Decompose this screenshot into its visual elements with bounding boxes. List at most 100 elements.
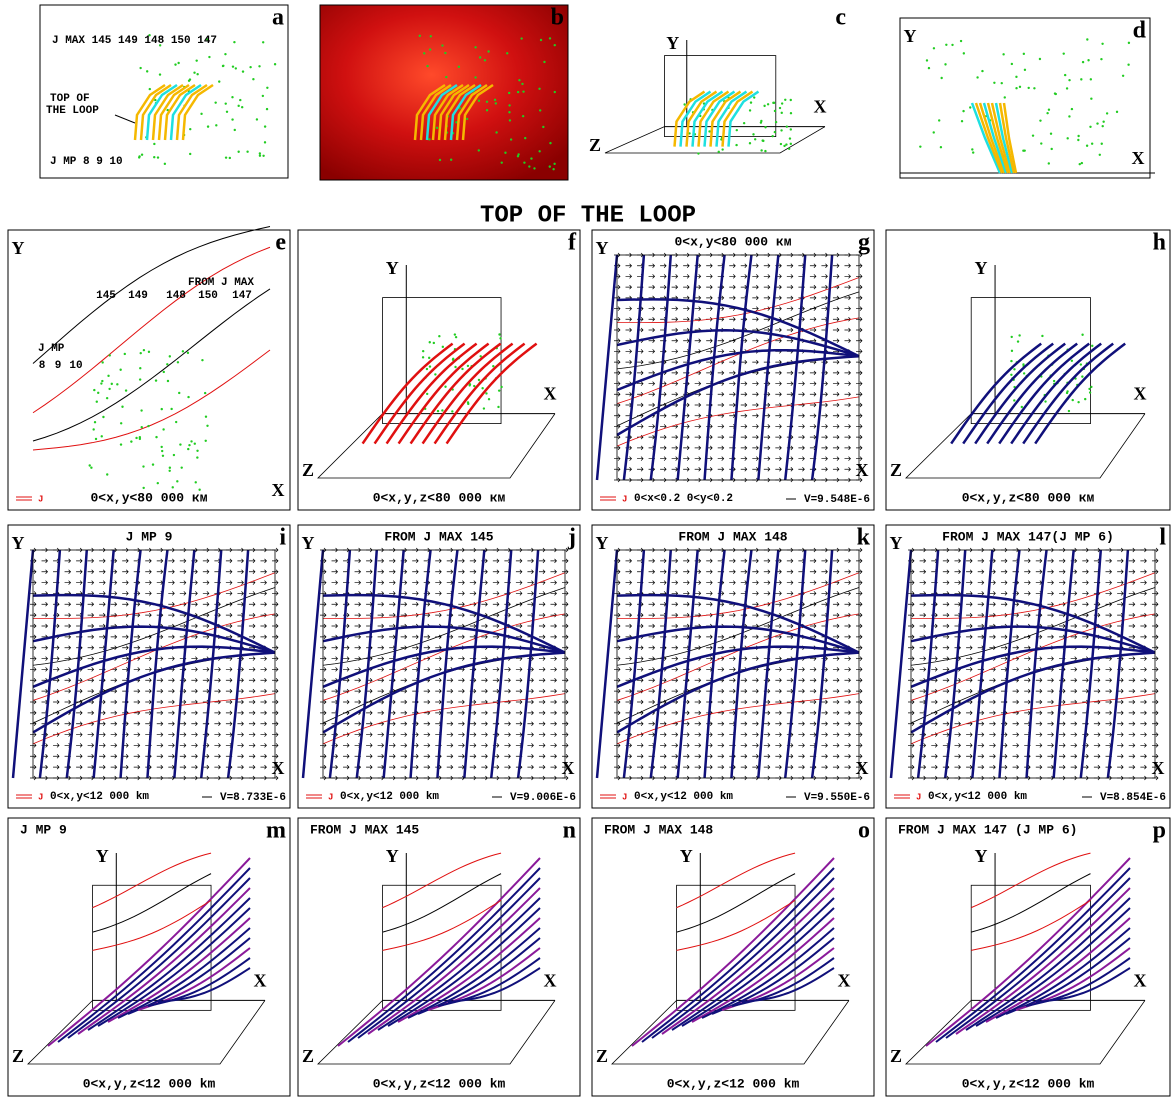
field-arrow [844,328,850,332]
panel-letter: d [1133,18,1147,44]
field-arrow [226,613,232,617]
field-arrow [775,382,781,386]
contour-line [677,874,795,932]
field-arrow [672,457,678,461]
field-arrow [539,613,545,617]
field-arrow [447,765,453,769]
dot [169,467,171,469]
field-arrow [1001,667,1007,671]
dot [485,392,487,394]
field-arrow [389,733,395,737]
panel-letter: l [1159,525,1166,551]
field-arrow [833,743,839,747]
field-arrow [504,700,510,704]
axis-label: Z [890,1046,902,1066]
field-arrow [493,602,499,606]
field-arrow [53,754,59,758]
field-arrow [764,467,770,471]
field-arrow [810,274,816,278]
dot [102,416,104,418]
field-arrow [249,722,255,726]
field-arrow [775,296,781,300]
field-arrow [366,722,372,726]
field-arrow [683,602,689,606]
field-arrow [260,743,266,747]
field-arrow [76,711,82,715]
field-arrow [810,264,816,268]
field-arrow [920,602,926,606]
dot [187,396,189,398]
field-arrow [1001,559,1007,563]
field-arrow [764,559,770,563]
field-arrow [168,602,174,606]
field-arrow [550,602,556,606]
field-arrow [1071,657,1077,661]
field-arrow [695,743,701,747]
dot [1084,398,1086,400]
field-arrow [821,296,827,300]
dot [1086,145,1088,147]
field-arrow [539,624,545,628]
field-arrow [447,678,453,682]
field-arrow [787,678,793,682]
field-arrow [424,667,430,671]
dot [771,135,773,137]
field-arrow [706,581,712,585]
field-arrow [943,667,949,671]
field-arrow [695,765,701,769]
panel-caption: 0<x,y,z<12 000 km [667,1076,800,1091]
field-arrow [99,602,105,606]
field-arrow [695,382,701,386]
dot [178,392,180,394]
dot [780,143,782,145]
field-arrow [493,581,499,585]
field-arrow [332,646,338,650]
field-arrow [989,743,995,747]
streamline [812,255,832,480]
field-arrow [332,689,338,693]
field-arrow [1117,570,1123,574]
field-arrow [695,414,701,418]
field-arrow [821,307,827,311]
field-arrow [752,285,758,289]
axis-label: Y [904,26,917,46]
field-arrow [810,570,816,574]
dot [1011,336,1013,338]
field-arrow [752,467,758,471]
dot [517,91,519,93]
dot [172,486,174,488]
field-arrow [42,602,48,606]
dot [779,107,781,109]
dot [1048,109,1050,111]
dot [764,126,766,128]
dot [721,148,723,150]
dot [549,165,551,167]
streamline [1108,550,1128,778]
dot [1081,375,1083,377]
dot [1072,399,1074,401]
axis-label: X [814,97,827,117]
field-arrow [180,591,186,595]
streamline [651,255,671,480]
dot [1116,111,1118,113]
field-arrow [764,765,770,769]
field-arrow [741,689,747,693]
field-arrow [1106,733,1112,737]
field-arrow [672,635,678,639]
field-arrow [920,559,926,563]
dot [241,106,243,108]
field-arrow [672,657,678,661]
field-arrow [1140,765,1146,769]
field-arrow [1129,667,1135,671]
legend-swatch [16,497,32,500]
field-arrow [626,613,632,617]
figure-title: TOP OF THE LOOP [480,202,696,229]
dot [169,355,171,357]
field-arrow [954,581,960,585]
field-arrow [157,765,163,769]
field-arrow [1047,743,1053,747]
field-arrow [550,711,556,715]
field-arrow [550,667,556,671]
field-arrow [378,765,384,769]
field-arrow [539,635,545,639]
